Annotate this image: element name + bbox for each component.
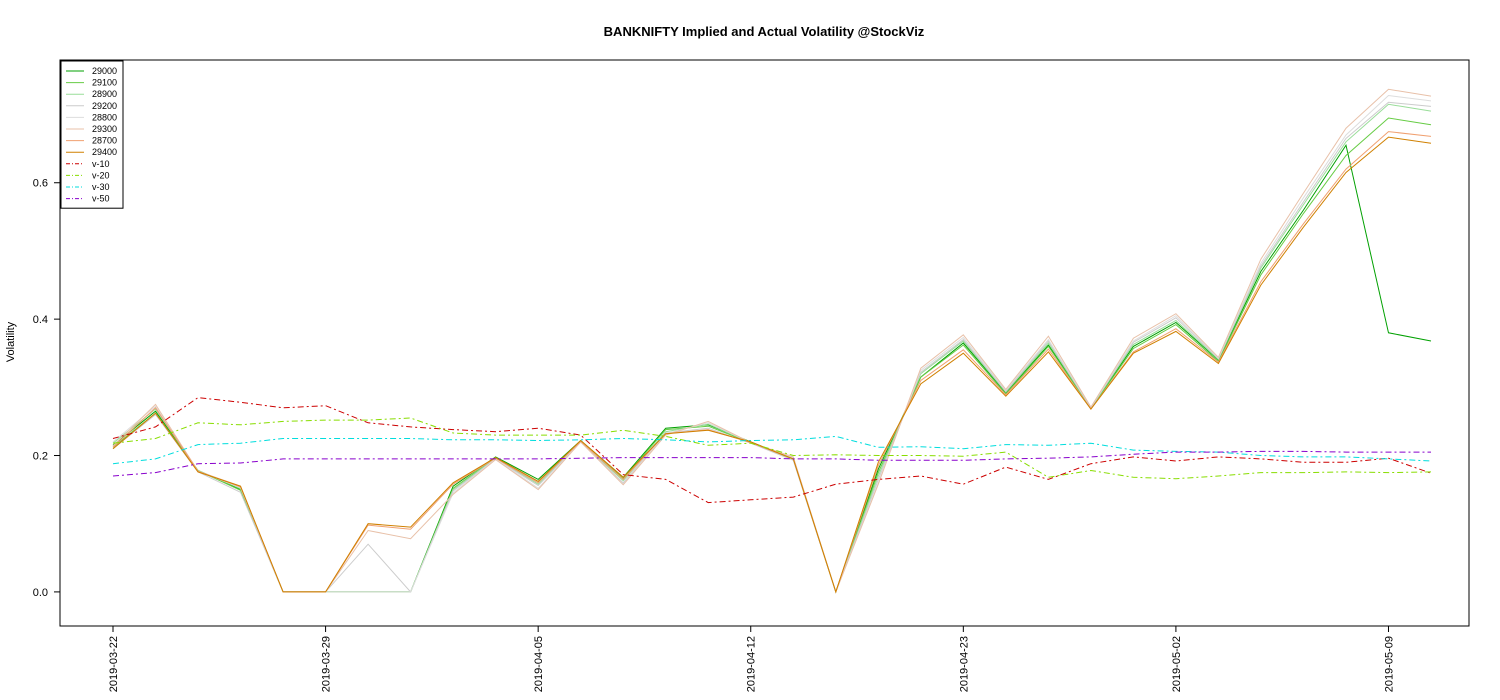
plot-frame — [59, 59, 1470, 627]
x-axis: 2019-03-22 2019-03-29 2019-04-05 2019-04-12… — [108, 626, 1395, 692]
legend-label: 28900 — [92, 89, 117, 99]
legend-label: 28800 — [92, 112, 117, 122]
series-lines — [112, 88, 1432, 594]
series-line-v-30 — [112, 435, 1432, 465]
x-tick-label: 2019-05-09 — [1383, 636, 1395, 692]
x-tick-label: 2019-03-29 — [321, 636, 333, 692]
series-line-v-10 — [112, 397, 1432, 504]
legend-box — [60, 60, 124, 209]
legend-label: v-50 — [92, 194, 110, 204]
y-tick-label: 0.0 — [33, 587, 48, 599]
legend-label: v-30 — [92, 182, 110, 192]
y-tick-label: 0.2 — [33, 451, 48, 463]
legend-label: 29200 — [92, 101, 117, 111]
y-axis: 0.0 0.2 0.4 0.6 — [33, 178, 60, 599]
legend-label: 29000 — [92, 66, 117, 76]
series-line-29400 — [112, 136, 1432, 594]
series-line-28900 — [112, 103, 1432, 594]
series-line-28700 — [112, 131, 1432, 594]
x-tick-label: 2019-05-02 — [1171, 636, 1183, 692]
x-tick-label: 2019-04-12 — [746, 636, 758, 692]
series-line-29300 — [112, 88, 1432, 594]
series-line-29000 — [112, 143, 1432, 594]
legend-label: 29100 — [92, 78, 117, 88]
y-tick-label: 0.6 — [33, 178, 48, 190]
series-line-v-50 — [112, 450, 1431, 477]
series-line-v-20 — [112, 417, 1432, 480]
y-tick-label: 0.4 — [33, 314, 48, 326]
series-line-29200 — [112, 101, 1432, 594]
y-axis-label: Volatility — [5, 321, 17, 362]
chart-title: BANKNIFTY Implied and Actual Volatility … — [604, 24, 925, 39]
legend-label: 28700 — [92, 136, 117, 146]
legend-label: 29300 — [92, 124, 117, 134]
legend-label: v-20 — [92, 170, 110, 180]
legend-label: v-10 — [92, 159, 110, 169]
x-tick-label: 2019-04-05 — [533, 636, 545, 692]
x-tick-label: 2019-03-22 — [108, 636, 120, 692]
series-line-28800 — [112, 94, 1432, 594]
legend-label: 29400 — [92, 147, 117, 157]
x-tick-label: 2019-04-23 — [958, 636, 970, 692]
series-line-29100 — [112, 117, 1432, 594]
